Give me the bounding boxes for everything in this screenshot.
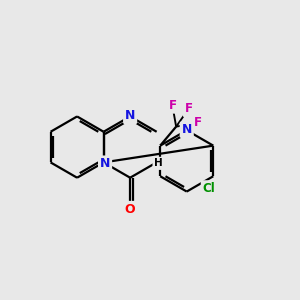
Text: F: F (194, 116, 201, 129)
Text: H: H (154, 158, 163, 168)
Text: Cl: Cl (202, 182, 215, 195)
Text: O: O (125, 203, 135, 216)
Text: N: N (182, 123, 192, 136)
Text: F: F (168, 99, 176, 112)
Text: F: F (184, 103, 193, 116)
Text: N: N (125, 110, 135, 122)
Text: N: N (100, 158, 110, 170)
